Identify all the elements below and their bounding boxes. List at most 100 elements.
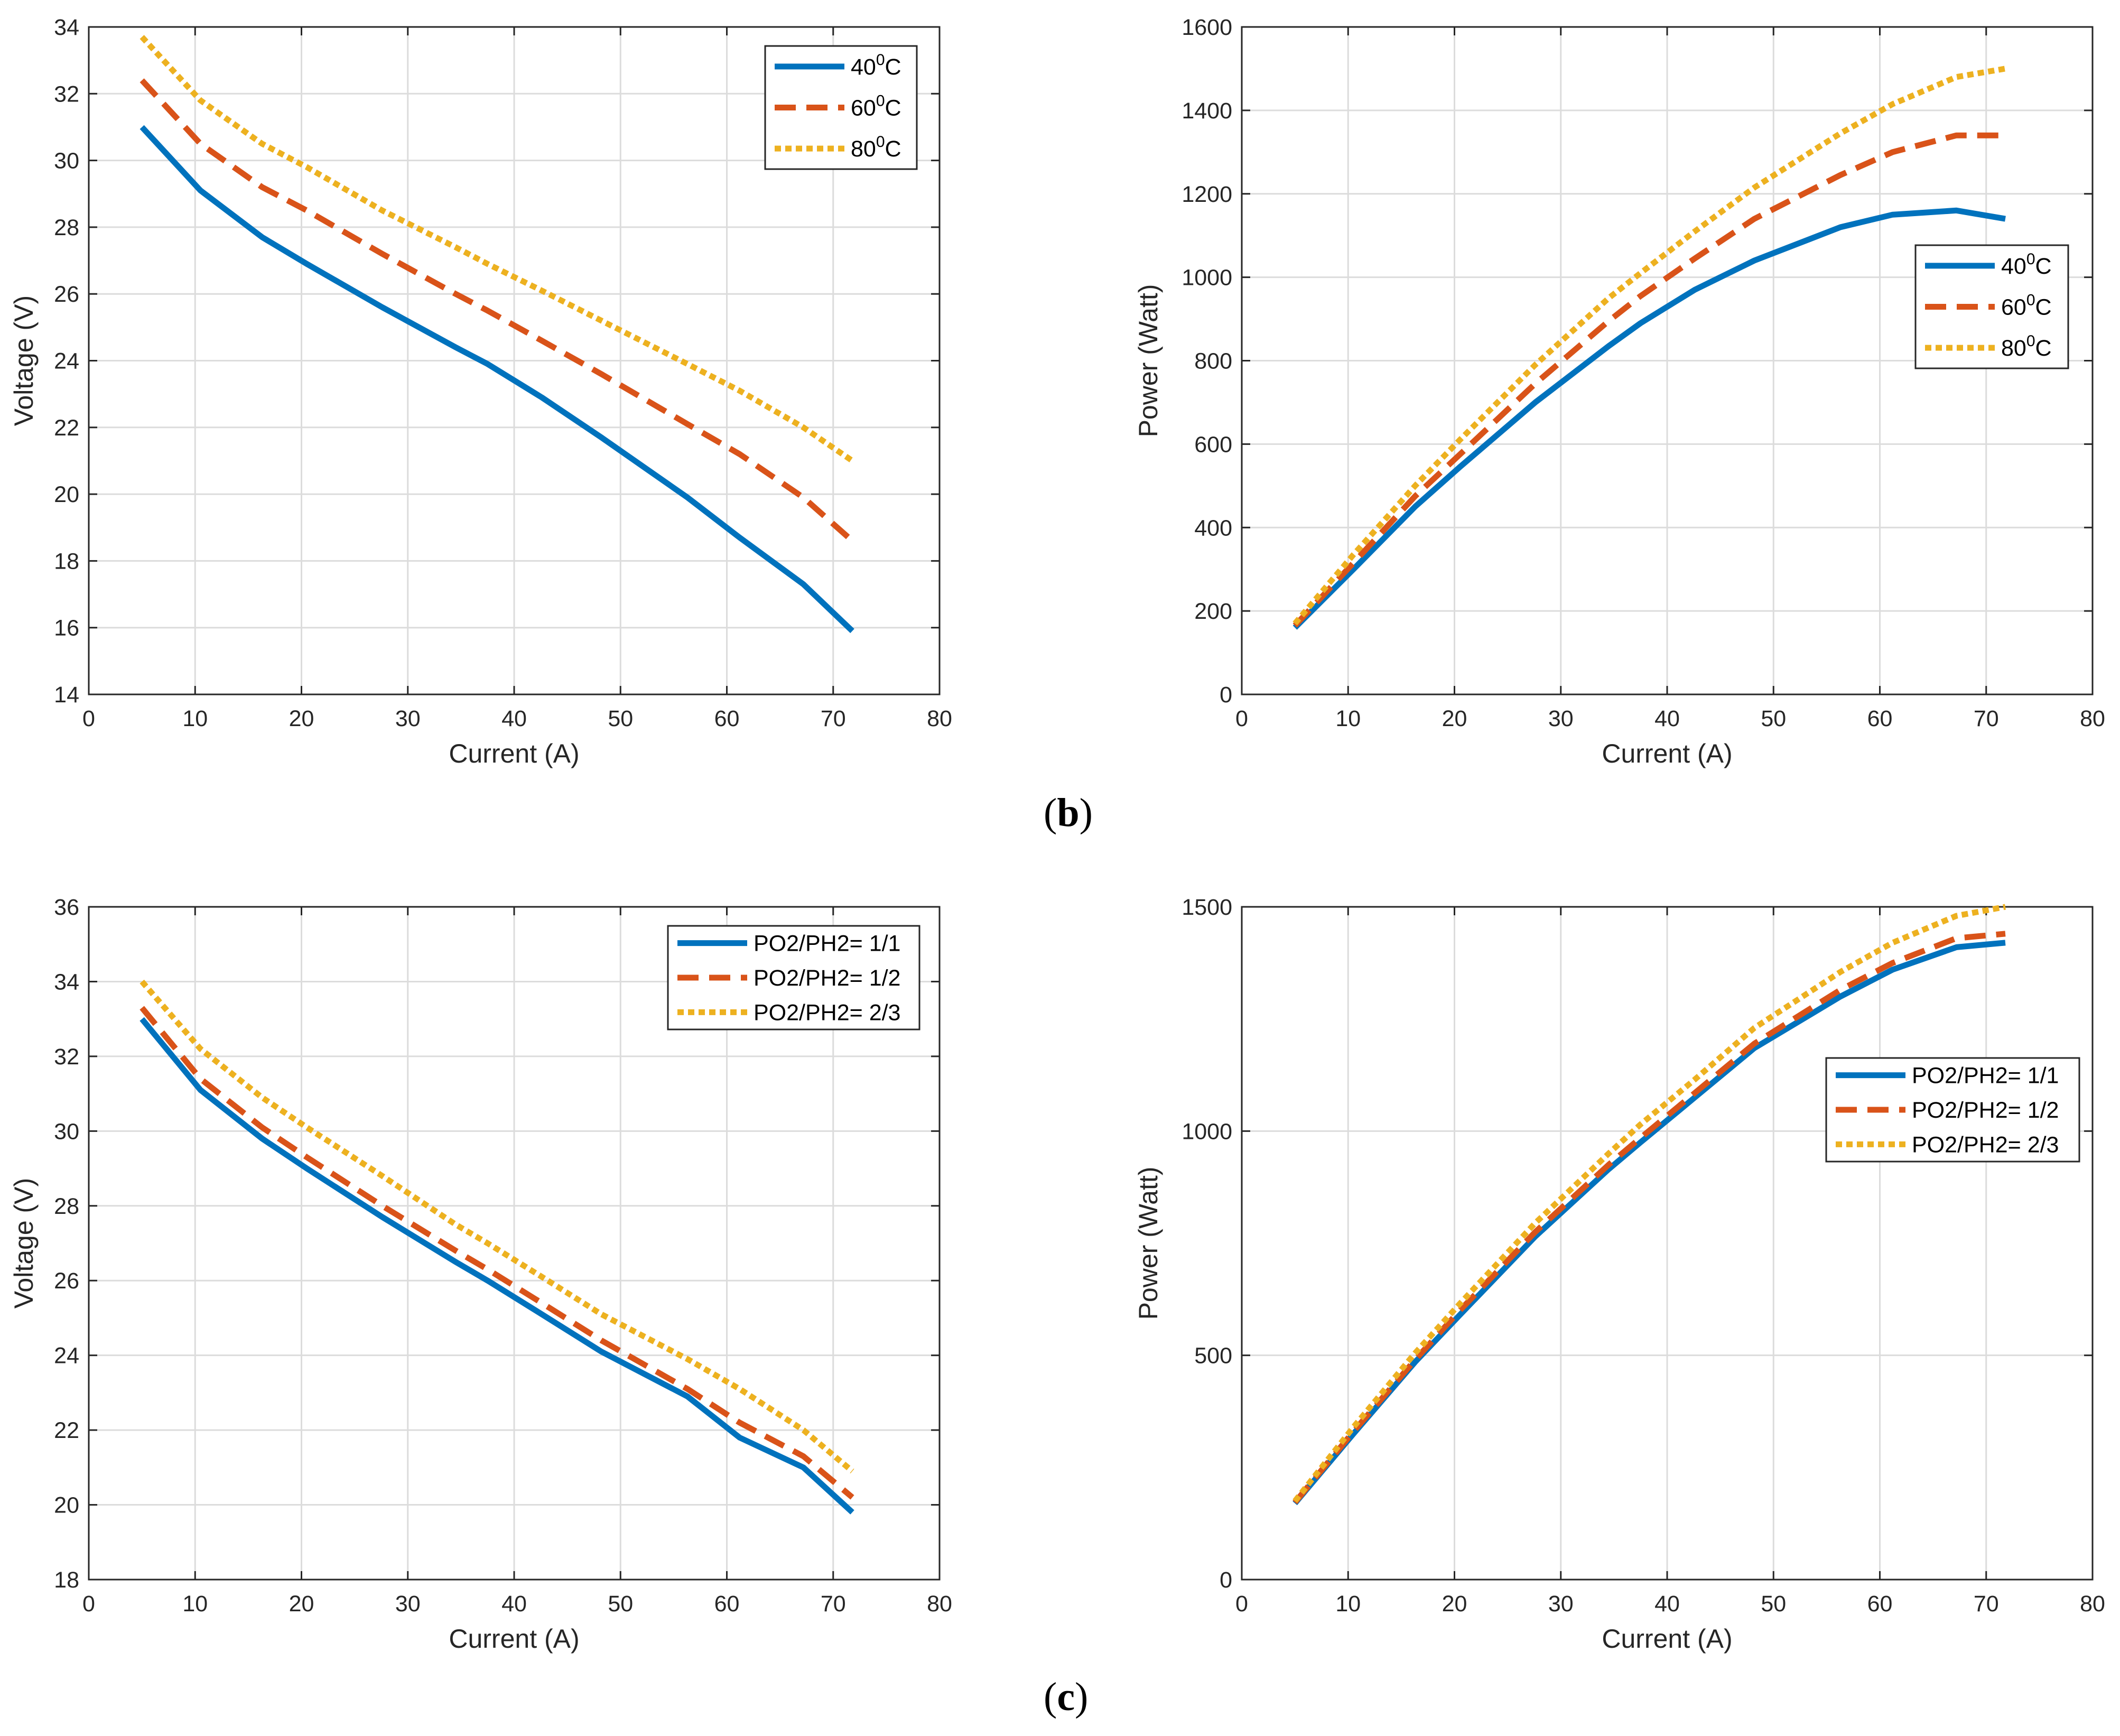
caption-c-open: ( [1044, 1675, 1057, 1719]
x-tick-label: 0 [82, 1591, 95, 1617]
legend-label-base: 60 [2001, 295, 2026, 320]
x-tick-label: 40 [1654, 1591, 1680, 1617]
y-tick-label: 1400 [1182, 98, 1232, 124]
x-tick-label: 20 [289, 706, 314, 731]
y-tick-label: 800 [1194, 349, 1232, 374]
x-tick-label: 10 [1335, 706, 1361, 731]
chart-1: 0 10 20 30 40 50 60 70 80 14 16 18 20 22 24 26 28 30 32 34 C… [9, 15, 952, 768]
legend-label-base: 40 [2001, 254, 2026, 279]
legend-label-unit: C [2035, 254, 2052, 279]
y-tick-label: 20 [54, 1493, 79, 1518]
y-tick-label: 26 [54, 1268, 79, 1294]
caption-c: (c) [1044, 1674, 1088, 1720]
y-tick-label: 28 [54, 1194, 79, 1219]
x-tick-label: 20 [1442, 706, 1467, 731]
y-axis-label: Voltage (V) [9, 1178, 39, 1308]
legend-label-2: PO2/PH2= 1/2 [754, 966, 900, 991]
caption-b: (b) [1044, 790, 1093, 836]
y-tick-label: 32 [54, 81, 79, 107]
legend-label-base: PO2/PH2= 1/2 [1912, 1098, 2059, 1123]
y-tick-label: 32 [54, 1044, 79, 1070]
y-tick-label: 36 [54, 895, 79, 920]
y-tick-label: 24 [54, 349, 79, 374]
legend: PO2/PH2= 1/1 PO2/PH2= 1/2 PO2/PH2= 2/3 [667, 925, 920, 1031]
series-line-1 [1293, 940, 2006, 1506]
x-tick-label: 70 [821, 1591, 846, 1617]
legend-label-base: 60 [851, 96, 876, 121]
y-tick-label: 22 [54, 1418, 79, 1443]
legend-label-base: 80 [851, 136, 876, 162]
y-tick-label: 34 [54, 15, 79, 40]
x-tick-label: 50 [1761, 1591, 1786, 1617]
chart-4: 0 10 20 30 40 50 60 70 80 0 500 1000 1500 Current (A)… [1133, 895, 2105, 1654]
y-tick-label: 30 [54, 1119, 79, 1144]
legend-label-base: PO2/PH2= 1/1 [754, 931, 900, 957]
y-tick-label: 1200 [1182, 182, 1232, 207]
legend-label-3: PO2/PH2= 2/3 [754, 1000, 900, 1025]
x-tick-label: 20 [289, 1591, 314, 1617]
y-tick-label: 1600 [1182, 15, 1232, 40]
legend-label-2: 600C [2001, 292, 2052, 320]
legend-label-base: PO2/PH2= 1/2 [754, 966, 900, 991]
y-axis-label: Voltage (V) [9, 295, 39, 426]
y-tick-label: 1000 [1182, 265, 1232, 291]
x-tick-label: 80 [927, 706, 952, 731]
x-tick-label: 30 [1548, 706, 1574, 731]
x-tick-label: 10 [1335, 1591, 1361, 1617]
legend-label-base: PO2/PH2= 1/1 [1912, 1063, 2059, 1089]
legend-label-unit: C [885, 136, 901, 162]
legend-label-base: PO2/PH2= 2/3 [1912, 1132, 2059, 1157]
x-tick-label: 80 [927, 1591, 952, 1617]
y-tick-label: 18 [54, 549, 79, 574]
legend-label-3: 800C [851, 133, 901, 162]
x-tick-label: 50 [608, 706, 633, 731]
x-tick-label: 70 [1974, 706, 1999, 731]
legend-label-base: 80 [2001, 336, 2026, 361]
y-tick-label: 26 [54, 282, 79, 307]
x-tick-label: 60 [714, 1591, 740, 1617]
y-tick-label: 30 [54, 148, 79, 174]
x-tick-label: 0 [1235, 706, 1248, 731]
legend-label-3: 800C [2001, 332, 2052, 361]
series-line-1 [140, 1017, 854, 1515]
caption-b-letter: b [1057, 791, 1080, 835]
caption-b-open: ( [1044, 791, 1057, 835]
series-line-2 [140, 1006, 854, 1500]
legend-label-unit: C [2035, 295, 2052, 320]
series-line-3 [1293, 904, 2006, 1503]
series-line-3 [140, 35, 854, 463]
x-tick-label: 80 [2080, 1591, 2105, 1617]
x-tick-label: 40 [501, 706, 527, 731]
x-tick-label: 10 [182, 706, 208, 731]
legend-label-1: 400C [851, 51, 901, 80]
y-tick-label: 400 [1194, 515, 1232, 541]
x-tick-label: 0 [1235, 1591, 1248, 1617]
series-line-3 [1293, 66, 2006, 626]
y-tick-label: 0 [1220, 682, 1232, 708]
x-tick-label: 40 [501, 1591, 527, 1617]
x-tick-label: 60 [714, 706, 740, 731]
y-tick-label: 1000 [1182, 1119, 1232, 1144]
legend-label-sup: 0 [876, 92, 885, 110]
x-tick-label: 30 [1548, 1591, 1574, 1617]
x-tick-label: 0 [82, 706, 95, 731]
y-axis-label: Power (Watt) [1133, 284, 1163, 438]
legend-label-sup: 0 [2026, 250, 2035, 268]
x-tick-label: 50 [1761, 706, 1786, 731]
y-tick-label: 500 [1194, 1343, 1232, 1369]
legend-label-1: 400C [2001, 250, 2052, 279]
legend-label-sup: 0 [2026, 292, 2035, 309]
y-tick-label: 24 [54, 1343, 79, 1369]
series-line-1 [140, 125, 854, 633]
chart-2: 0 10 20 30 40 50 60 70 8002004006008001000120014… [1133, 15, 2105, 768]
legend-label-sup: 0 [2026, 332, 2035, 350]
y-tick-label: 28 [54, 215, 79, 240]
y-tick-label: 16 [54, 616, 79, 641]
y-tick-label: 20 [54, 482, 79, 507]
y-axis-label: Power (Watt) [1133, 1167, 1163, 1320]
legend-label-1: PO2/PH2= 1/1 [754, 931, 900, 957]
x-tick-label: 30 [395, 1591, 421, 1617]
